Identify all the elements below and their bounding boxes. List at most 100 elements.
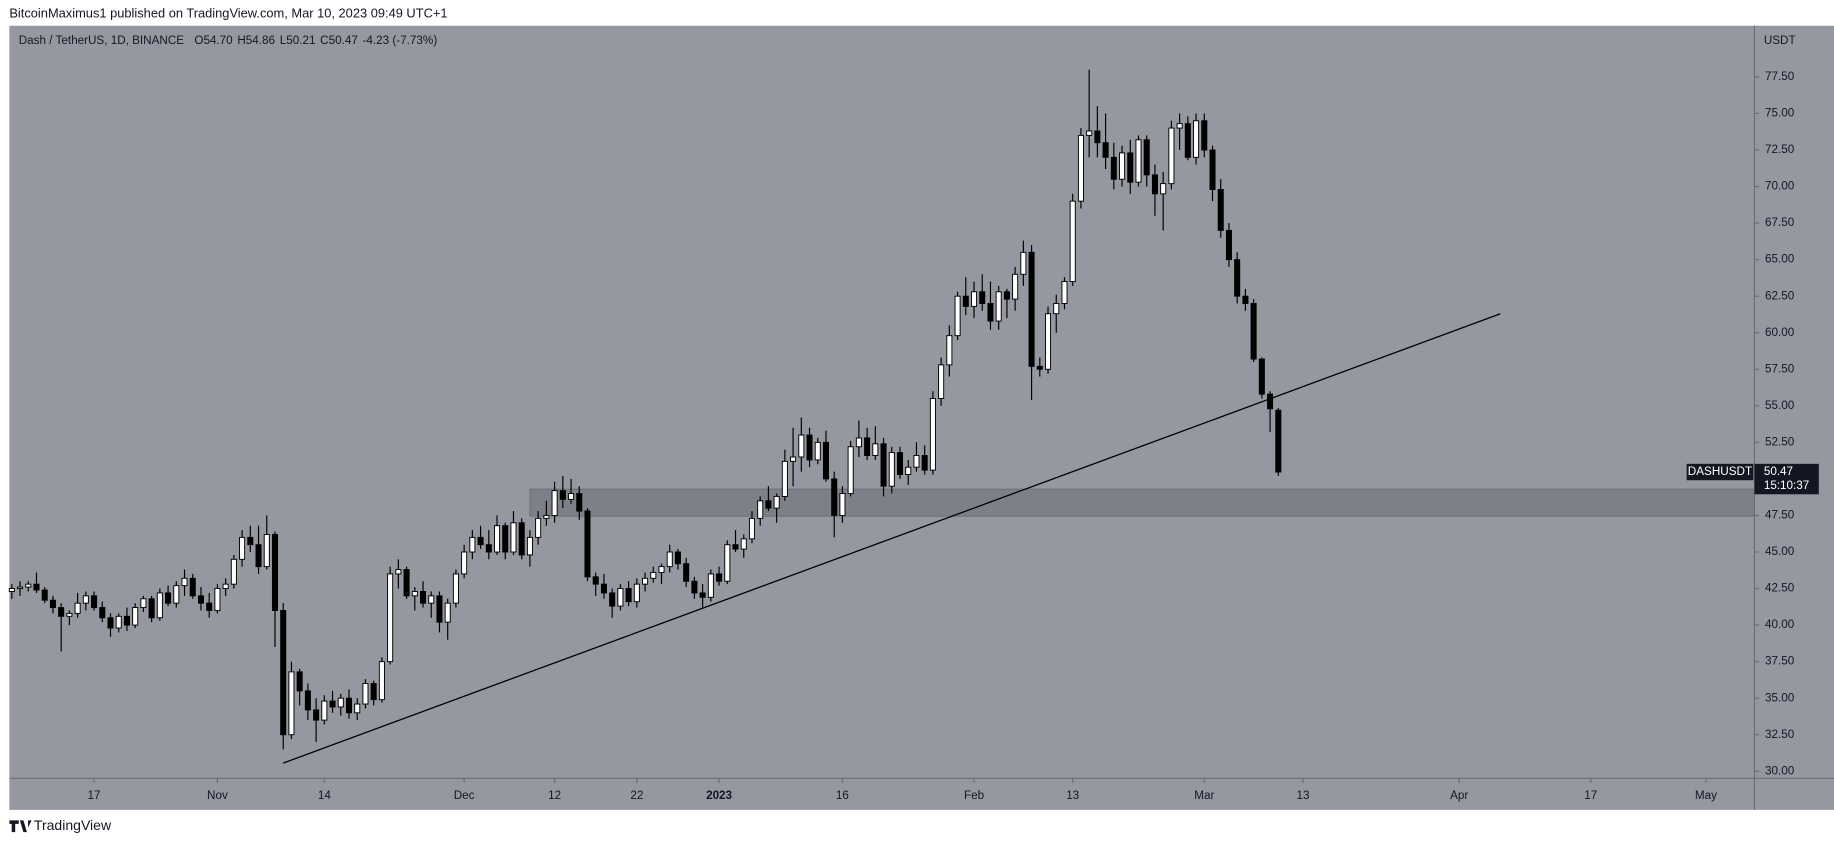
- candle-body: [156, 592, 163, 619]
- candle-body: [666, 551, 673, 568]
- publisher-line: BitcoinMaximus1 published on TradingView…: [9, 5, 447, 20]
- candle-body: [617, 588, 624, 607]
- ohlc-key: L: [280, 34, 287, 47]
- candle-body: [329, 700, 336, 708]
- candle-body: [296, 671, 303, 692]
- candle-body: [1012, 273, 1019, 300]
- symbol-label: DASHUSDT: [1688, 465, 1752, 478]
- candle-body: [74, 602, 81, 614]
- candle-body: [765, 500, 772, 509]
- candle-body: [757, 500, 764, 519]
- y-tick-label: 65.00: [1765, 253, 1795, 266]
- candle-body: [452, 573, 459, 604]
- candle-body: [1053, 303, 1060, 315]
- candle-body: [477, 536, 484, 546]
- candle-body: [263, 533, 270, 568]
- candle-body: [8, 588, 15, 592]
- y-tick-label: 42.50: [1765, 582, 1795, 595]
- candle-body: [880, 443, 887, 487]
- candle-body: [173, 585, 180, 604]
- candle-body: [584, 510, 591, 578]
- candle-body: [1209, 149, 1216, 190]
- candle-body: [469, 536, 476, 553]
- candle-body: [954, 295, 961, 337]
- candle-body: [905, 466, 912, 475]
- x-tick-label: 17: [1584, 789, 1597, 802]
- candle-body: [1168, 127, 1175, 185]
- x-tick-label: 17: [88, 789, 101, 802]
- candle-body: [255, 544, 262, 568]
- candle-body: [1028, 251, 1035, 367]
- ohlc-key: O: [194, 34, 203, 47]
- y-tick-label: 40.00: [1765, 618, 1795, 631]
- candle-body: [41, 589, 48, 601]
- ohlc-value: 50.21: [286, 34, 315, 47]
- x-tick-label: Dec: [454, 789, 475, 802]
- candle-body: [49, 599, 56, 609]
- candle-body: [25, 583, 32, 588]
- y-tick-label: 52.50: [1765, 435, 1795, 448]
- candle-body: [239, 536, 246, 560]
- x-tick-label: 14: [318, 789, 331, 802]
- candle-body: [247, 536, 254, 546]
- candle-body: [271, 533, 279, 611]
- candle-body: [337, 697, 344, 708]
- candle-body: [674, 551, 681, 565]
- x-tick-label: Mar: [1194, 789, 1214, 802]
- candle-body: [1036, 365, 1043, 370]
- candle-body: [1127, 152, 1134, 183]
- candle-body: [502, 525, 509, 553]
- candle-body: [781, 460, 788, 497]
- candle-body: [123, 615, 130, 626]
- candle-body: [526, 536, 533, 556]
- candle-body: [962, 295, 969, 307]
- candle-body: [304, 690, 311, 711]
- candle-body: [140, 598, 147, 609]
- candle-body: [568, 493, 575, 500]
- candle-body: [181, 577, 188, 587]
- symbol-title: Dash / TetherUS, 1D, BINANCE: [19, 34, 185, 47]
- candle-body: [633, 583, 640, 603]
- candle-body: [411, 591, 418, 597]
- y-tick-label: 37.50: [1765, 655, 1795, 668]
- candle-body: [609, 592, 616, 607]
- candle-body: [995, 291, 1002, 322]
- candle-body: [370, 683, 377, 701]
- candle-body: [1135, 139, 1142, 183]
- candle-body: [222, 583, 229, 590]
- candle-body: [354, 703, 361, 714]
- y-tick-label: 45.00: [1765, 545, 1795, 558]
- candle-body: [1143, 139, 1150, 176]
- candle-body: [1086, 130, 1093, 136]
- candle-body: [839, 493, 846, 516]
- support-zone: [529, 488, 1755, 517]
- candle-body: [148, 598, 155, 619]
- candle-body: [1110, 156, 1117, 180]
- candle-body: [1201, 120, 1208, 151]
- candle-body: [387, 573, 394, 663]
- candle-body: [1061, 281, 1068, 304]
- trendline: [282, 313, 1501, 764]
- candle-body: [683, 563, 690, 582]
- candle-body: [864, 437, 871, 456]
- candle-body: [650, 571, 657, 579]
- candle-body: [288, 671, 295, 736]
- candle-body: [822, 441, 830, 480]
- candle-body: [798, 434, 805, 458]
- ohlc-value: 54.86: [246, 34, 275, 47]
- candle-body: [592, 576, 599, 585]
- brand-logo: [9, 820, 32, 833]
- candle-body: [420, 591, 427, 604]
- candle-body: [1225, 229, 1232, 261]
- candle-body: [313, 709, 320, 721]
- candle-body: [1258, 358, 1265, 395]
- candle-body: [91, 595, 98, 609]
- countdown-label: 15:10:37: [1764, 479, 1809, 492]
- candle-body: [115, 615, 122, 629]
- candle-body: [403, 569, 410, 597]
- y-tick-label: 47.50: [1765, 509, 1795, 522]
- candle-body: [707, 573, 714, 598]
- candle-body: [1160, 183, 1167, 195]
